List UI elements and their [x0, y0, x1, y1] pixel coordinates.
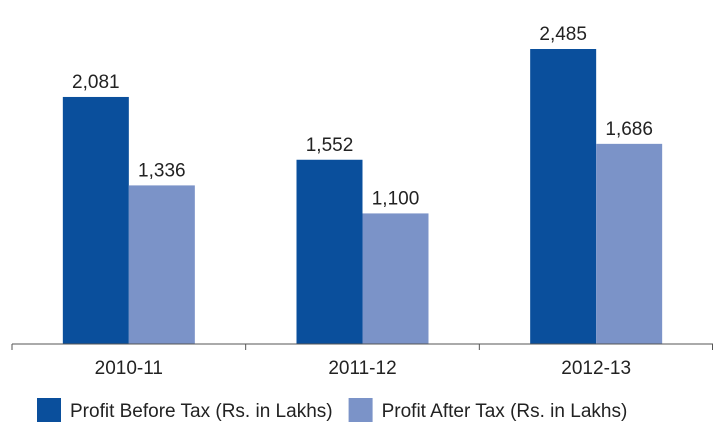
- data-label: 1,686: [605, 119, 653, 140]
- bar: [128, 185, 195, 344]
- x-tick-label: 2012-13: [561, 358, 631, 379]
- x-tick-label: 2010-11: [95, 358, 163, 379]
- bar: [296, 159, 363, 344]
- x-tick-label: 2011-12: [328, 358, 396, 379]
- bar: [62, 96, 129, 345]
- bar: [530, 49, 597, 344]
- bar: [362, 213, 429, 344]
- bar: [596, 143, 663, 344]
- legend-swatch: [37, 398, 61, 422]
- data-label: 1,552: [306, 135, 354, 156]
- data-label: 2,081: [72, 72, 120, 93]
- legend-swatch: [348, 398, 373, 422]
- data-label: 1,100: [372, 188, 420, 209]
- data-label: 1,336: [138, 160, 186, 181]
- data-label: 2,485: [539, 24, 587, 45]
- legend-label: Profit Before Tax (Rs. in Lakhs): [70, 401, 333, 422]
- legend-label: Profit After Tax (Rs. in Lakhs): [382, 401, 628, 422]
